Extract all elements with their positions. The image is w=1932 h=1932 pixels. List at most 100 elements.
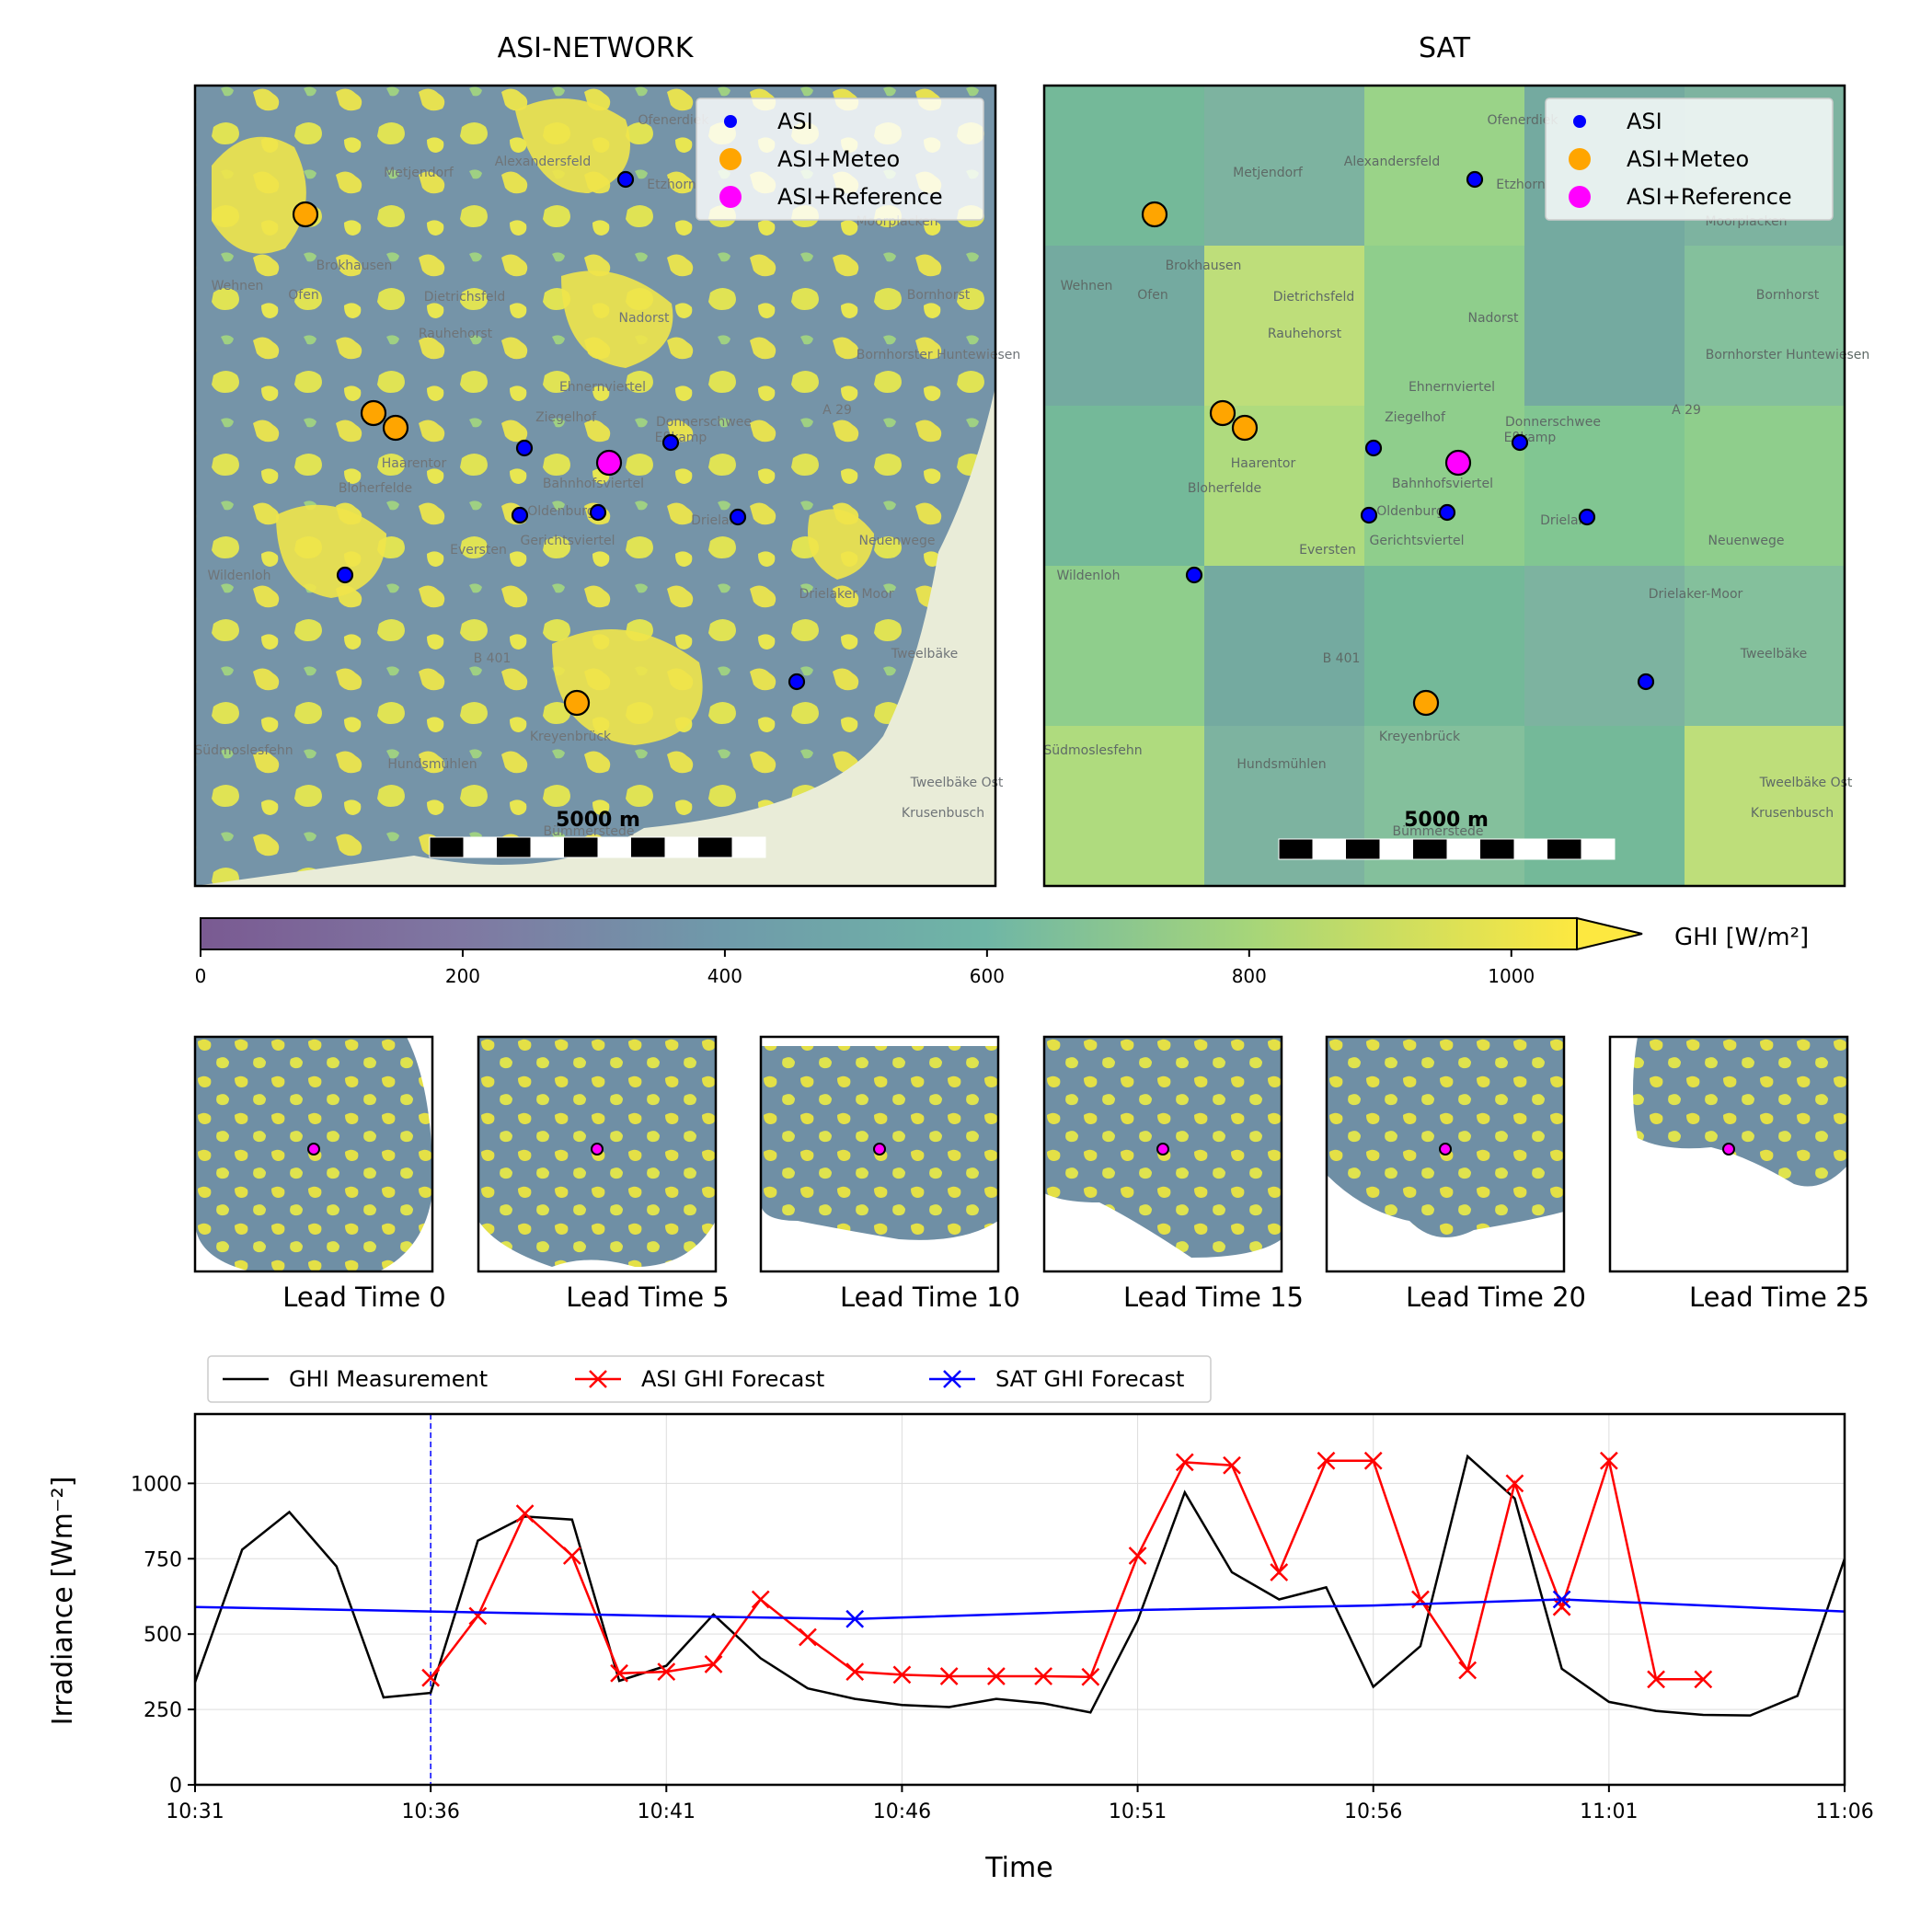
map-place-label: Donnerschwee	[1505, 415, 1601, 430]
map-place-label: Nadorst	[618, 311, 670, 326]
map-place-label: Rauhehorst	[1268, 327, 1342, 341]
lead-time-frame	[1325, 1035, 1566, 1273]
data-point-marker	[845, 1662, 865, 1682]
scalebar-segment	[1379, 839, 1413, 859]
bright-sky-patch	[212, 98, 874, 746]
map-place-label: Krusenbusch	[902, 806, 984, 821]
map-place-label: Drielaker Moor	[799, 587, 894, 602]
lead-time-panel	[193, 1035, 434, 1273]
map-place-label: Ziegelhof	[1385, 410, 1446, 425]
scalebar	[429, 836, 766, 858]
satellite-grid-cell	[1524, 246, 1685, 406]
y-tick-label: 250	[144, 1699, 182, 1722]
lead-time-panel	[759, 1035, 1000, 1273]
data-point-marker	[943, 1370, 961, 1388]
station-markers	[1141, 170, 1655, 717]
lead-time-label: Lead Time 20	[1406, 1282, 1586, 1313]
scalebar-segment	[1446, 839, 1480, 859]
asi-station-marker	[1360, 506, 1378, 524]
map-place-label: Wehnen	[212, 279, 264, 293]
map-place-label: Eversten	[1299, 543, 1356, 558]
asi-station-marker	[661, 433, 680, 452]
satellite-grid-cell	[1685, 406, 1845, 566]
satellite-grid-cell	[1524, 726, 1685, 886]
map-place-label: Tweelbäke	[891, 647, 959, 661]
map-place-label: Bahnhofsviertel	[543, 477, 644, 491]
map-place-label: Tweelbäke Ost	[910, 776, 1004, 790]
data-point-marker	[1647, 1670, 1665, 1689]
lead-time-frame	[759, 1035, 1000, 1273]
map-frame	[193, 84, 997, 888]
map-place-label: Bahnhofsviertel	[1392, 477, 1493, 491]
legend-entry-label: GHI Measurement	[289, 1366, 488, 1392]
chart-legend: GHI Measurement ASI GHI Forecast SAT GHI F…	[207, 1355, 1212, 1403]
lead-time-panel	[1325, 1035, 1566, 1273]
data-point-marker	[939, 1667, 959, 1685]
x-tick-label: 10:46	[873, 1800, 931, 1823]
map-place-label: Bloherfelde	[1188, 481, 1261, 496]
data-point-marker	[1270, 1563, 1289, 1581]
map-place-label: Südmoslesfehn	[194, 743, 293, 758]
map-place-label: Brokhausen	[1166, 259, 1242, 273]
satellite-grid-cell	[1685, 566, 1845, 726]
scalebar-segment	[1513, 839, 1547, 859]
chart-ticks: 0 250 500 750 1000 10:31 10:36 10:41 10:46 10:51 1…	[131, 1473, 1874, 1823]
map-place-label: Neuenwege	[858, 534, 935, 548]
station-markers	[292, 170, 806, 717]
chart-legend-box	[207, 1355, 1212, 1403]
map-place-label: Neuenwege	[1708, 534, 1784, 548]
asi-station-marker	[336, 566, 354, 584]
legend-entry-label: ASI	[777, 109, 813, 134]
colorbar: 0 200 400 600 800 1000 GHI [W/m²]	[195, 916, 1809, 987]
map-place-label: Alexandersfeld	[495, 155, 591, 169]
meteo-station-marker	[382, 414, 409, 442]
map-place-label: Etzhorn	[647, 178, 696, 192]
data-point-marker	[1223, 1455, 1241, 1475]
legend-entry-label: ASI+Reference	[1627, 184, 1792, 210]
legend-entry-label: ASI GHI Forecast	[641, 1366, 824, 1392]
meteo-station-marker	[1412, 689, 1440, 717]
asi-station-marker	[1438, 503, 1456, 522]
reference-station-marker	[1722, 1143, 1735, 1156]
lead-time-frame	[193, 1035, 434, 1273]
scalebar-segment	[463, 837, 497, 857]
reference-legend-marker	[719, 186, 742, 208]
map-frame	[1042, 84, 1846, 888]
colorbar-tick-label: 600	[970, 965, 1005, 987]
lead-time-cloud-field	[1327, 1037, 1564, 1237]
meteo-station-marker	[360, 399, 387, 427]
lead-time-label: Lead Time 15	[1123, 1282, 1304, 1313]
colorbar-tick-label: 1000	[1488, 965, 1535, 987]
data-point-marker	[751, 1590, 770, 1609]
scalebar-segment	[564, 837, 598, 857]
satellite-grid-cell	[1364, 86, 1524, 246]
map-place-label: Bornhorster Huntewiesen	[1706, 348, 1869, 362]
scalebar-segment	[597, 837, 631, 857]
data-point-marker	[1552, 1597, 1571, 1616]
asi-legend-marker	[724, 115, 737, 128]
map-place-label: Bornhorst	[907, 288, 971, 303]
lead-time-panels: Lead Time 0 Lead Time 5 Lead Time 10 Lead T…	[193, 1035, 1869, 1313]
meteo-station-marker	[292, 201, 319, 228]
colorbar-tick-label: 200	[445, 965, 480, 987]
lead-time-panel	[1042, 1035, 1283, 1273]
data-point-marker	[562, 1547, 581, 1565]
map-place-label: Hundsmühlen	[1236, 757, 1326, 772]
scalebar-segment	[731, 837, 765, 857]
satellite-grid-cell	[1524, 406, 1685, 566]
scalebar-segment	[1413, 839, 1447, 859]
data-point-marker	[1175, 1453, 1194, 1472]
reference-station-marker	[595, 449, 623, 477]
map-place-label: Alexandersfeld	[1344, 155, 1440, 169]
map-place-labels: Ofenerdiek Metjendorf Alexandersfeld Etzhor…	[1043, 113, 1869, 839]
satellite-grid-cell	[1204, 406, 1364, 566]
scalebar-segment	[430, 837, 464, 857]
map-place-label: Bümmerstede	[543, 824, 634, 839]
asi-station-marker	[788, 673, 806, 691]
map-place-label: Oldenburg	[1376, 504, 1443, 519]
data-point-marker	[1505, 1474, 1524, 1493]
data-point-marker	[892, 1665, 912, 1685]
data-point-marker	[1552, 1590, 1571, 1609]
map-place-label: Donnerschwee	[656, 415, 752, 430]
